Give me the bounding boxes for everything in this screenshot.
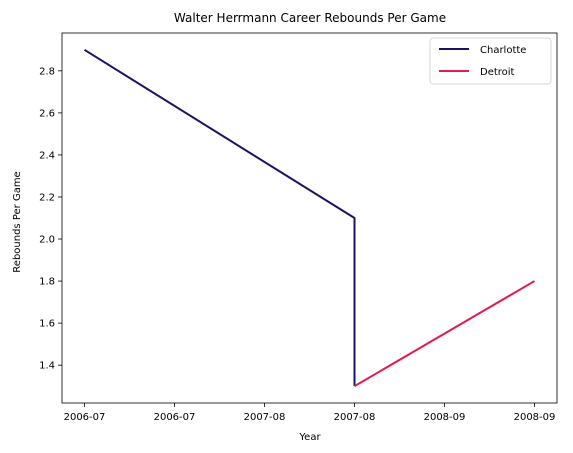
y-axis: 1.4 1.6 1.8 2.0 2.2 2.4 2.6 2.8 [39, 66, 62, 372]
y-tick-label: 2.0 [39, 235, 55, 246]
x-tick-label: 2008-09 [424, 412, 466, 423]
x-tick-label: 2007-08 [334, 412, 376, 423]
y-tick-label: 1.4 [39, 361, 55, 372]
x-tick-label: 2008-09 [514, 412, 556, 423]
y-axis-label: Rebounds Per Game [12, 171, 23, 272]
legend-label-detroit: Detroit [480, 67, 515, 78]
y-tick-label: 2.6 [39, 108, 55, 119]
x-tick-label: 2006-07 [64, 412, 106, 423]
y-tick-label: 1.6 [39, 319, 55, 330]
plot-area [61, 32, 558, 404]
y-tick-label: 2.2 [39, 192, 55, 203]
x-tick-label: 2006-07 [154, 412, 196, 423]
legend-label-charlotte: Charlotte [480, 45, 526, 56]
y-tick-label: 2.4 [39, 150, 55, 161]
chart-title: Walter Herrmann Career Rebounds Per Game [174, 11, 446, 25]
x-axis: 2006-07 2006-07 2007-08 2007-08 2008-09 2008-… [64, 403, 556, 423]
legend: Charlotte Detroit [429, 37, 552, 85]
y-tick-label: 2.8 [39, 66, 55, 77]
series-line-charlotte [83, 48, 356, 387]
y-tick-label: 1.8 [39, 277, 55, 288]
series-line-detroit [353, 280, 536, 388]
x-tick-label: 2007-08 [244, 412, 286, 423]
series-layer [83, 48, 536, 388]
x-axis-label: Year [298, 432, 321, 443]
